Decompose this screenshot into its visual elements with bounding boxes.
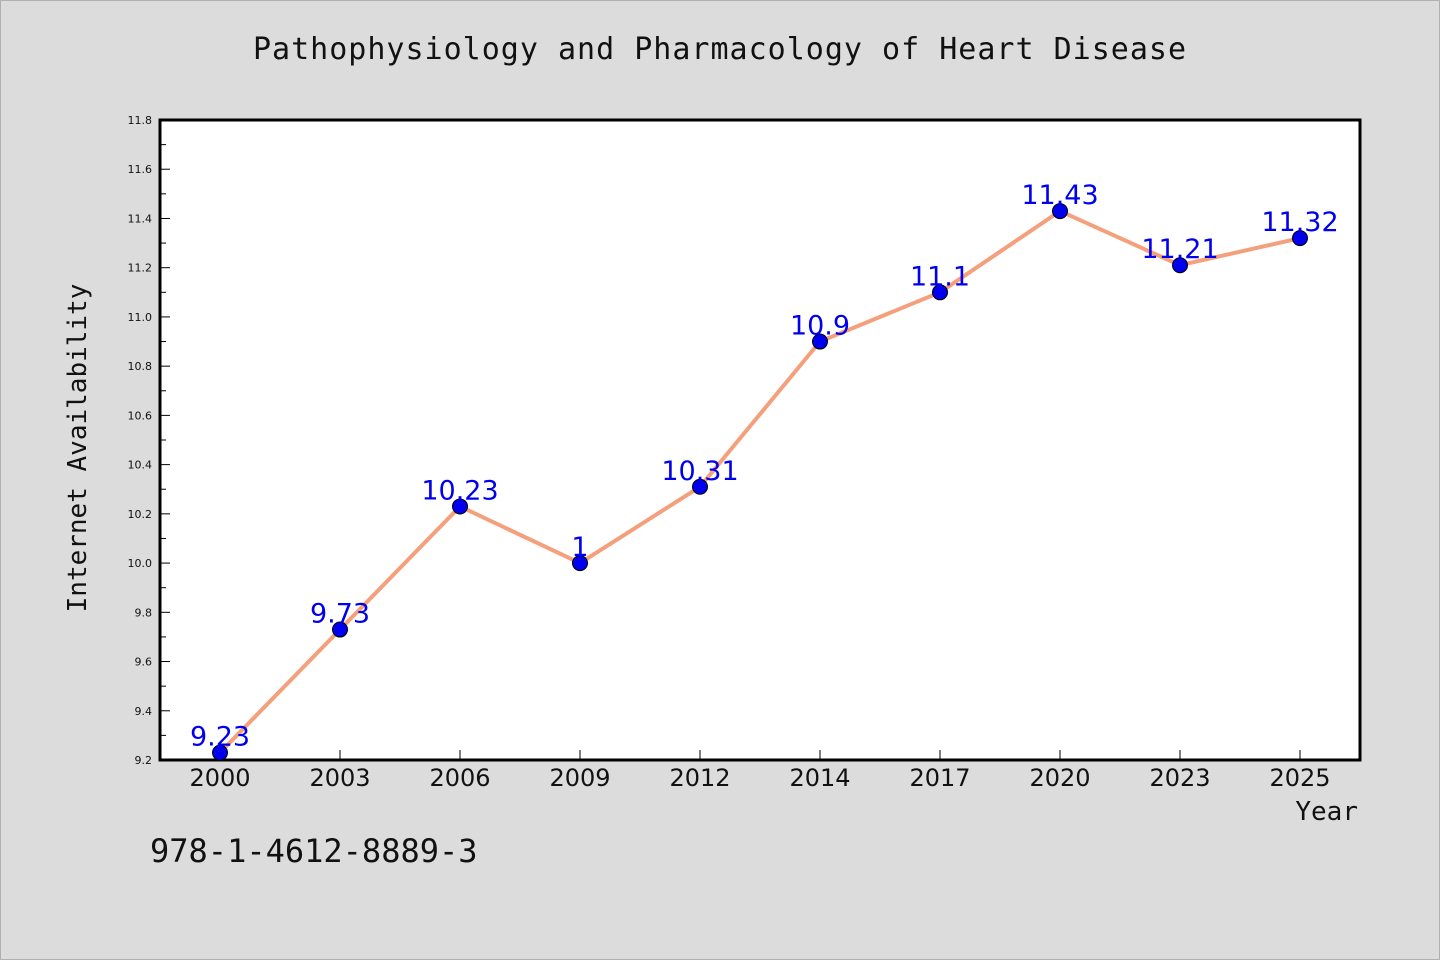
x-tick-label: 2003 (309, 764, 370, 792)
plot-area (158, 118, 1362, 762)
data-point (332, 621, 348, 638)
data-point (452, 498, 468, 515)
data-point (1292, 230, 1308, 247)
y-tick-label: 10.0 (128, 557, 153, 570)
data-point (572, 555, 588, 572)
y-axis-label: Internet Availability (63, 284, 93, 613)
y-tick-label: 10.2 (128, 508, 153, 521)
x-tick-label: 2023 (1149, 764, 1210, 792)
y-tick-label: 11.6 (128, 163, 153, 176)
x-tick-label: 2025 (1269, 764, 1330, 792)
data-point (692, 478, 708, 495)
x-tick-label: 2009 (549, 764, 610, 792)
data-label: 11.1 (910, 261, 970, 292)
data-point (812, 333, 828, 350)
y-tick-label: 9.4 (135, 705, 153, 718)
data-point (1052, 203, 1068, 220)
y-tick-label: 11.2 (128, 262, 153, 275)
x-tick-label: 2014 (789, 764, 850, 792)
x-tick-label: 2020 (1029, 764, 1090, 792)
data-label: 11.21 (1141, 234, 1218, 265)
y-axis-ticks: 9.2 9.4 9.6 9.8 10.0 10.2 10.4 10.6 10.8 11.0 11.2… (128, 114, 170, 767)
y-tick-label: 10.6 (128, 409, 153, 422)
footer-text: 978-1-4612-8889-3 (150, 832, 478, 870)
y-tick-label: 11.8 (128, 114, 153, 127)
data-point (932, 284, 948, 301)
data-label: 10.23 (421, 475, 498, 506)
data-label: 9.73 (310, 599, 370, 630)
data-labels: 9.23 9.73 10.23 1 10.31 10.9 11.1 11.43 11.21 11.… (190, 180, 1339, 753)
data-label: 10.31 (661, 456, 738, 487)
x-tick-label: 2000 (189, 764, 250, 792)
y-tick-label: 9.2 (135, 754, 153, 767)
data-point (1172, 257, 1188, 274)
y-tick-label: 9.8 (135, 606, 153, 619)
series-line (218, 209, 1301, 755)
data-point (212, 744, 228, 761)
chart-title: Pathophysiology and Pharmacology of Hear… (252, 32, 1187, 67)
data-label: 10.9 (790, 311, 850, 342)
y-tick-label: 9.6 (135, 656, 153, 669)
x-tick-label: 2006 (429, 764, 490, 792)
data-label: 11.32 (1261, 207, 1338, 238)
data-label: 1 (571, 532, 588, 563)
x-axis-ticks: 2000 2003 2006 2009 2012 2014 2017 2020 2023 2025 (189, 750, 1331, 792)
y-tick-label: 10.4 (128, 459, 153, 472)
y-tick-label: 11.4 (128, 212, 153, 225)
x-axis-label: Year (1295, 797, 1358, 827)
y-tick-label: 10.8 (128, 360, 153, 373)
y-tick-label: 11.0 (128, 311, 153, 324)
data-label: 9.23 (190, 722, 250, 753)
x-tick-label: 2017 (909, 764, 970, 792)
data-markers (212, 203, 1308, 761)
x-tick-label: 2012 (669, 764, 730, 792)
data-label: 11.43 (1021, 180, 1098, 211)
